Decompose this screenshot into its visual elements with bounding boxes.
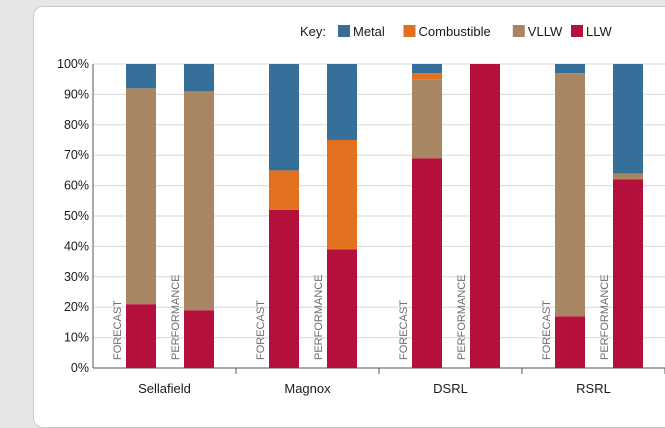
legend-swatch-vllw (512, 25, 525, 37)
x-category-label: Magnox (284, 381, 331, 396)
bar-segment-vllw (613, 173, 643, 180)
y-tick-label: 40% (64, 239, 89, 253)
legend-title: Key: (300, 24, 326, 39)
y-tick-label: 50% (64, 209, 89, 223)
bar-label: FORECAST (255, 300, 267, 360)
legend-label: VLLW (528, 24, 563, 39)
bar-label: PERFORMANCE (313, 274, 325, 360)
bar-segment-metal (269, 64, 299, 171)
x-category-label: DSRL (433, 381, 468, 396)
bar-label: FORECAST (541, 300, 553, 360)
bar-segment-llw (126, 304, 156, 368)
stacked-bar-chart: 0% 10% 20% 30% 40% 50% 60% 70% 80% 90% 100% FORECAS… (57, 24, 665, 396)
bar-segment-llw (555, 316, 585, 368)
bar-segment-llw (613, 179, 643, 368)
bar-segment-metal (555, 64, 585, 74)
legend-label: Metal (353, 24, 385, 39)
y-tick-label: 100% (57, 57, 89, 71)
y-tick-label: 30% (64, 270, 89, 284)
bar-segment-llw (327, 249, 357, 368)
bar-segment-metal (327, 64, 357, 140)
y-tick-label: 0% (71, 361, 89, 375)
legend-swatch-combustible (403, 25, 416, 37)
bar-segment-combustible (412, 73, 442, 80)
bar-label: FORECAST (398, 300, 410, 360)
bar-segment-vllw (126, 88, 156, 305)
bar-segment-vllw (412, 79, 442, 159)
y-tick-label: 90% (64, 87, 89, 101)
bar-segment-metal (126, 64, 156, 89)
bar-segment-metal (613, 64, 643, 174)
x-category-label: Sellafield (138, 381, 191, 396)
y-tick-label: 70% (64, 148, 89, 162)
bar-segment-vllw (555, 73, 585, 317)
bar-segment-combustible (327, 140, 357, 250)
y-tick-label: 10% (64, 331, 89, 345)
bar-segment-llw (470, 64, 500, 368)
legend-swatch-llw (571, 25, 583, 37)
bar-segment-vllw (184, 91, 214, 311)
legend-label: LLW (586, 24, 612, 39)
bar-segment-llw (412, 158, 442, 368)
legend-swatch-metal (338, 25, 350, 37)
y-tick-label: 80% (64, 118, 89, 132)
bar-label: FORECAST (112, 300, 124, 360)
bar-segment-metal (412, 64, 442, 74)
bar-label: PERFORMANCE (170, 274, 182, 360)
chart-panel: 0% 10% 20% 30% 40% 50% 60% 70% 80% 90% 100% FORECAS… (33, 6, 665, 428)
legend-label: Combustible (419, 24, 491, 39)
y-tick-label: 60% (64, 179, 89, 193)
bar-segment-combustible (269, 170, 299, 210)
bar-segment-llw (184, 310, 214, 368)
x-category-label: RSRL (576, 381, 611, 396)
bar-label: PERFORMANCE (599, 274, 611, 360)
bar-label: PERFORMANCE (456, 274, 468, 360)
bar-segment-metal (184, 64, 214, 92)
bar-segment-llw (269, 209, 299, 368)
y-tick-label: 20% (64, 300, 89, 314)
